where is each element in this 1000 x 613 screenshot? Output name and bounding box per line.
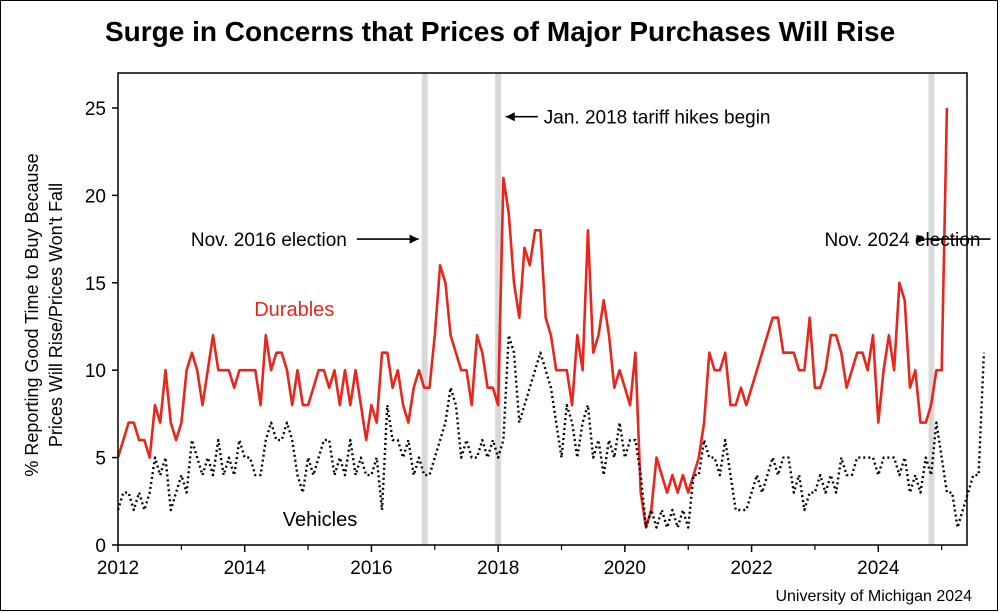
event-band-2 xyxy=(928,73,935,545)
annotation-arrow-1-head xyxy=(505,112,515,122)
x-tick-label: 2024 xyxy=(857,558,900,579)
vertical-bands xyxy=(421,73,935,545)
x-tick-label: 2022 xyxy=(730,558,772,579)
annotation-arrow-2-head xyxy=(916,234,926,244)
plot-area-border xyxy=(117,72,968,546)
annotation-arrow-0-head xyxy=(409,234,419,244)
x-tick-label: 2018 xyxy=(477,558,519,579)
x-tick-label: 2020 xyxy=(604,558,646,579)
annotations: Durables Vehicles Nov. 2016 election Jan. 2… xyxy=(191,108,991,531)
y-tick-label: 5 xyxy=(95,449,106,470)
series-lines xyxy=(116,107,986,529)
y-tick-label: 10 xyxy=(85,361,106,382)
event-band-0 xyxy=(421,73,428,545)
y-tick-label: 15 xyxy=(85,274,106,295)
x-tick-label: 2014 xyxy=(224,558,267,579)
chart-title: Surge in Concerns that Prices of Major P… xyxy=(105,16,896,47)
annotation-label: Nov. 2024 election xyxy=(824,230,980,251)
axes: 0 5 10 15 20 25 2012 2014 2016 2018 2020 2022 2024 xyxy=(85,72,968,579)
series-line-vehicles xyxy=(116,334,986,529)
series-label-durables: Durables xyxy=(254,299,334,321)
source-note: University of Michigan 2024 xyxy=(775,588,972,605)
series-label-vehicles: Vehicles xyxy=(283,509,358,531)
event-band-1 xyxy=(495,73,502,545)
annotation-label: Nov. 2016 election xyxy=(191,230,347,251)
x-tick-label: 2016 xyxy=(350,558,392,579)
y-axis-label-line1: % Reporting Good Time to Buy Because xyxy=(22,153,42,476)
y-axis-label-line2: Prices Will Rise/Prices Won't Fall xyxy=(46,183,66,447)
series-line-durables xyxy=(116,107,949,529)
x-tick-label: 2012 xyxy=(97,558,139,579)
y-tick-label: 25 xyxy=(85,99,106,120)
y-tick-label: 20 xyxy=(85,186,106,207)
y-tick-label: 0 xyxy=(95,536,106,557)
annotation-label: Jan. 2018 tariff hikes begin xyxy=(544,108,771,129)
